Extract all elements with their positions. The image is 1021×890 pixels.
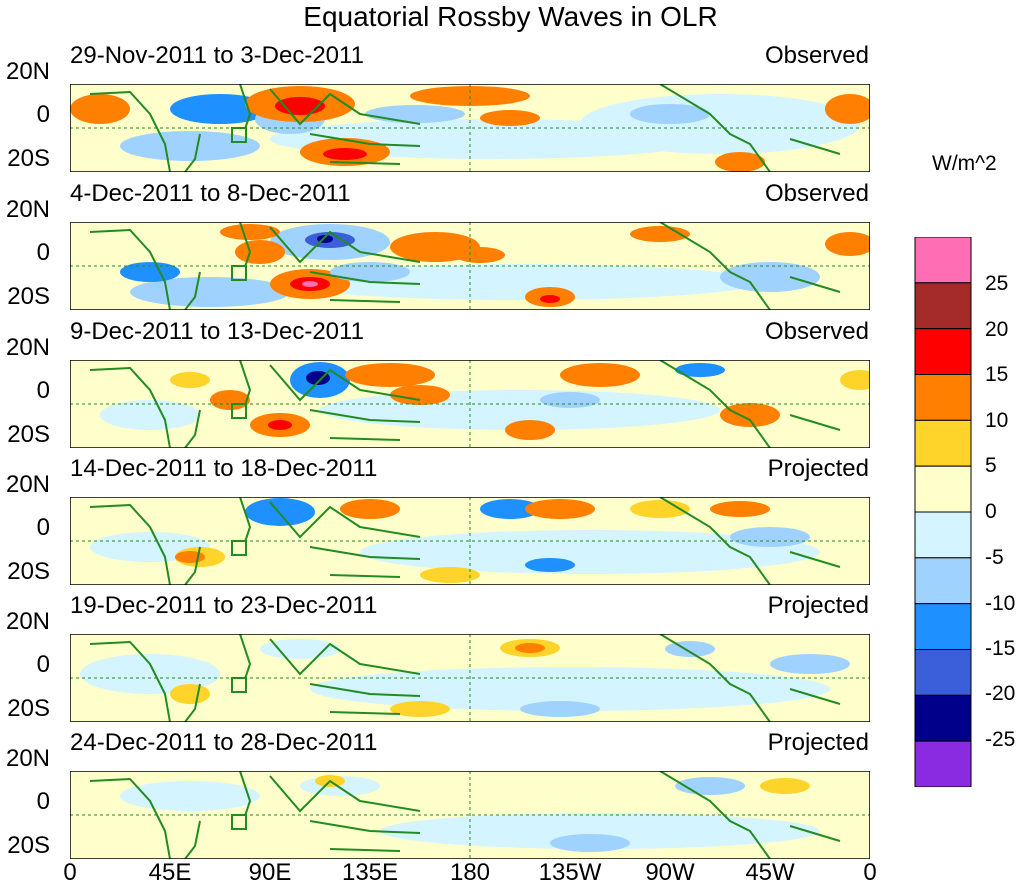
map-panel-5: 19-Dec-2011 to 23-Dec-2011 Projected 20N…	[0, 592, 900, 730]
colorbar-label: -5	[985, 546, 1004, 569]
map-panel-4: 14-Dec-2011 to 18-Dec-2011 Projected 20N…	[0, 455, 900, 593]
colorbar-swatch	[914, 282, 972, 330]
olr-map-4	[70, 497, 870, 585]
colorbar-swatch	[914, 740, 972, 787]
lat-label-20n: 20N	[5, 334, 50, 361]
lat-label-20s: 20S	[7, 421, 50, 448]
panel-status: Observed	[764, 42, 869, 69]
panel-date: 14-Dec-2011 to 18-Dec-2011	[70, 455, 378, 482]
panel-status: Projected	[767, 592, 869, 619]
olr-map-5	[70, 634, 870, 722]
lat-label-0: 0	[36, 514, 50, 541]
lon-label-45w: 45W	[745, 859, 795, 886]
lon-label-180: 180	[449, 859, 491, 886]
colorbar-label: 20	[985, 318, 1009, 341]
colorbar-swatch	[914, 374, 972, 421]
lat-label-0: 0	[36, 651, 50, 678]
map-panel-3: 9-Dec-2011 to 13-Dec-2011 Observed 20N 0…	[0, 318, 900, 456]
colorbar-swatch	[914, 557, 972, 605]
colorbar-label: -25	[985, 728, 1016, 751]
lat-label-20s: 20S	[7, 145, 50, 172]
lat-label-0: 0	[36, 239, 50, 266]
map-panel-6: 24-Dec-2011 to 28-Dec-2011 Projected 20N…	[0, 729, 900, 867]
lat-label-0: 0	[36, 788, 50, 815]
colorbar-label: 10	[985, 409, 1009, 432]
chart-title: Equatorial Rossby Waves in OLR	[303, 1, 718, 32]
colorbar-swatch	[914, 649, 972, 696]
lat-label-0: 0	[36, 377, 50, 404]
lon-label-45e: 45E	[148, 859, 192, 886]
panel-status: Projected	[767, 455, 869, 482]
colorbar-label: 5	[985, 454, 997, 477]
colorbar-label: -20	[985, 682, 1016, 705]
map-panel-2: 4-Dec-2011 to 8-Dec-2011 Observed 20N 0 …	[0, 180, 900, 318]
lat-label-20n: 20N	[5, 196, 50, 223]
lat-label-20n: 20N	[5, 608, 50, 635]
lon-label-135w: 135W	[538, 859, 602, 886]
colorbar-swatch	[914, 419, 972, 467]
panel-status: Projected	[767, 729, 869, 756]
lat-label-0: 0	[36, 101, 50, 128]
panel-status: Observed	[764, 318, 869, 345]
colorbar-label: -10	[985, 592, 1016, 615]
colorbar-swatch	[914, 603, 972, 650]
lat-label-20n: 20N	[5, 471, 50, 498]
panel-date: 19-Dec-2011 to 23-Dec-2011	[70, 592, 378, 619]
colorbar-swatch	[914, 511, 972, 559]
panel-date: 9-Dec-2011 to 13-Dec-2011	[70, 318, 364, 345]
lon-label-135e: 135E	[341, 859, 399, 886]
lat-label-20n: 20N	[5, 745, 50, 772]
colorbar-swatch	[914, 237, 972, 284]
lon-label-360: 0	[863, 859, 877, 886]
lat-label-20s: 20S	[7, 558, 50, 585]
colorbar-swatch	[914, 694, 972, 742]
lat-label-20n: 20N	[5, 58, 50, 85]
lon-label-0: 0	[63, 859, 77, 886]
panel-date: 29-Nov-2011 to 3-Dec-2011	[70, 42, 364, 69]
map-panel-1: 29-Nov-2011 to 3-Dec-2011 Observed 20N 0…	[0, 42, 900, 180]
lat-label-20s: 20S	[7, 283, 50, 310]
panel-date: 24-Dec-2011 to 28-Dec-2011	[70, 729, 378, 756]
colorbar	[914, 237, 972, 787]
colorbar-label: -15	[985, 637, 1016, 660]
olr-map-6	[70, 771, 870, 859]
lon-label-90e: 90E	[248, 859, 292, 886]
olr-map-2	[70, 222, 870, 310]
olr-map-1	[70, 84, 870, 172]
colorbar-label: 25	[985, 272, 1009, 295]
olr-map-3	[70, 360, 870, 448]
colorbar-units: W/m^2	[932, 152, 997, 175]
colorbar-label: 15	[985, 363, 1009, 386]
panel-date: 4-Dec-2011 to 8-Dec-2011	[70, 180, 351, 207]
colorbar-swatch	[914, 328, 972, 375]
lon-label-90w: 90W	[645, 859, 695, 886]
lat-label-20s: 20S	[7, 832, 50, 859]
lat-label-20s: 20S	[7, 695, 50, 722]
colorbar-swatch	[914, 465, 972, 513]
panel-status: Observed	[764, 180, 869, 207]
colorbar-label: 0	[985, 500, 997, 523]
